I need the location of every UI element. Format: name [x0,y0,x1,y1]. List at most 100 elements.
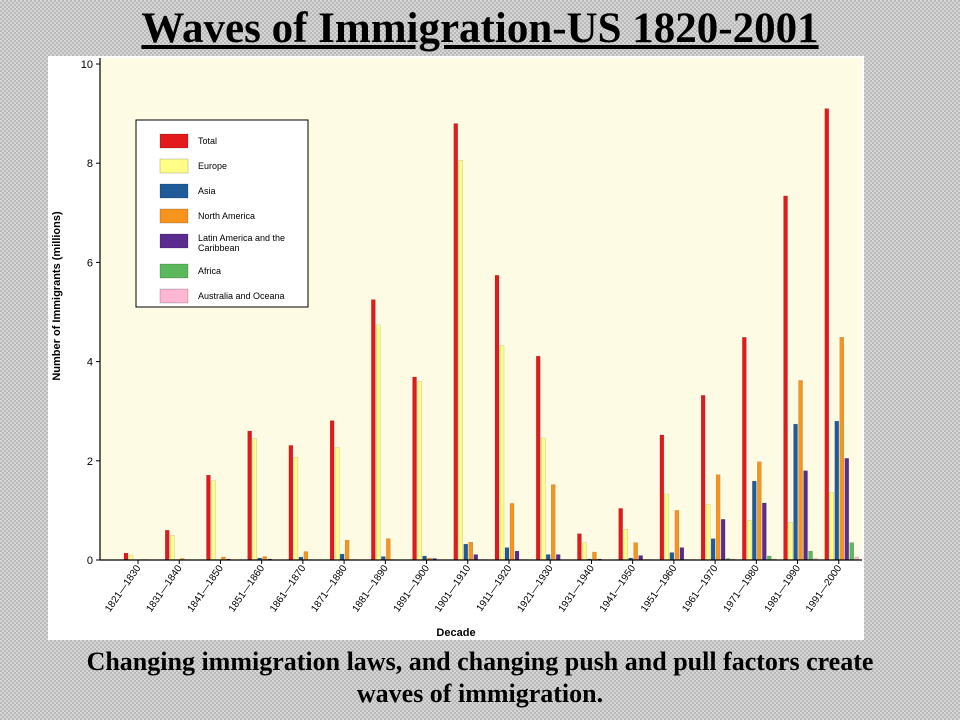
legend-label: Total [198,136,217,146]
y-tick-label: 6 [87,257,93,269]
bar-europe-12 [582,542,587,561]
slide-title: Waves of Immigration-US 1820-2001 [141,5,819,52]
bar-europe-4 [252,438,257,561]
x-tick-label: 1881—1890 [351,563,392,614]
x-tick-label: 1931—1940 [557,563,598,614]
x-tick-label: 1841—1850 [186,563,227,614]
bar-latin-america-and-the-caribbean-17 [803,470,808,561]
legend-swatch [159,233,189,249]
bar-europe-7 [376,324,381,561]
x-tick-label: 1871—1880 [309,563,350,614]
bars-layer [123,108,859,561]
bar-latin-america-and-the-caribbean-10 [514,550,520,561]
y-axis-label: Number of Immigrants (millions) [51,211,63,381]
bar-asia-15 [710,538,716,561]
y-tick-label: 2 [87,456,93,468]
bar-latin-america-and-the-caribbean-11 [556,554,561,561]
legend-label: Africa [198,266,221,276]
bar-latin-america-and-the-caribbean-18 [844,458,849,561]
bar-europe-16 [747,520,752,561]
bar-north-america-13 [633,542,638,561]
bar-asia-18 [834,420,839,561]
bar-total-2 [165,530,170,561]
x-tick-label: 1851—1860 [227,563,268,614]
legend-swatch [159,183,189,199]
legend-label: Australia and Oceana [198,291,285,301]
slide-caption: Changing immigration laws, and changing … [86,647,874,708]
bar-total-6 [329,420,335,561]
bar-north-america-12 [592,551,597,561]
bar-asia-11 [546,554,551,561]
bar-total-9 [453,123,458,561]
legend-swatch [159,208,189,224]
bar-europe-15 [705,504,711,561]
bar-north-america-5 [303,551,309,561]
bar-north-america-11 [551,484,556,561]
bar-north-america-7 [386,538,391,561]
bar-north-america-16 [757,461,762,561]
bar-north-america-17 [798,380,803,561]
bar-europe-9 [458,160,463,561]
bar-latin-america-and-the-caribbean-16 [762,502,767,561]
bar-europe-17 [788,522,793,561]
legend-label: Latin America and the [198,233,285,243]
bar-latin-america-and-the-caribbean-15 [720,519,726,561]
y-tick-label: 4 [87,357,93,369]
legend-label: North America [198,211,255,221]
legend-swatch [159,263,189,279]
bar-north-america-9 [468,541,473,561]
x-tick-label: 1821—1830 [103,563,144,614]
bar-latin-america-and-the-caribbean-14 [679,547,685,561]
x-tick-label: 1961—1970 [680,563,721,614]
bar-total-17 [783,195,788,561]
bar-total-13 [618,508,623,561]
legend-swatch [159,158,189,174]
x-tick-label: 1911—1920 [475,563,515,614]
legend-label: Europe [198,161,227,171]
bar-north-america-10 [509,503,515,561]
bar-north-america-14 [674,510,680,561]
bar-asia-10 [504,547,510,561]
x-tick-label: 1901—1910 [433,563,474,614]
x-tick-label: 1971—1980 [722,563,763,614]
bar-north-america-18 [839,337,844,561]
bar-asia-17 [793,423,798,561]
legend-label: Caribbean [198,243,240,253]
bar-africa-18 [849,542,854,561]
bar-total-5 [288,445,294,561]
bar-europe-1 [128,554,134,561]
bar-europe-14 [664,493,670,561]
bar-latin-america-and-the-caribbean-9 [473,554,478,561]
x-tick-label: 1941—1950 [598,563,639,614]
bar-europe-5 [293,457,299,561]
bar-total-18 [824,108,829,561]
bar-total-15 [700,395,706,561]
bar-europe-18 [829,492,834,561]
bar-total-1 [123,552,129,561]
bar-north-america-6 [344,539,350,561]
bar-chart: 0 2 4 6 8 10 1821—1830 1831—1840 1841—1850 1851—1… [51,58,862,639]
bar-north-america-15 [715,474,721,561]
bar-total-14 [659,434,665,561]
bar-asia-9 [463,543,468,561]
y-tick-label: 10 [81,59,93,71]
bar-asia-6 [339,553,345,561]
x-tick-label: 1861—1870 [268,563,309,614]
legend-swatch [159,133,189,149]
bar-europe-2 [170,535,175,561]
bar-europe-8 [417,381,422,561]
y-tick-label: 8 [87,158,93,170]
y-tick-label: 0 [87,555,93,567]
legend-swatch [159,288,189,304]
bar-asia-14 [669,552,675,561]
bar-europe-3 [211,480,216,561]
x-axis-label: Decade [436,627,475,639]
x-tick-label: 1921—1930 [515,563,556,614]
legend: Total Europe Asia North America Latin Americ… [135,119,309,308]
x-tick-label: 1951—1960 [639,563,680,614]
bar-europe-10 [499,345,505,561]
bar-europe-6 [334,447,340,561]
bar-total-8 [412,376,417,561]
chart-panel: 0 2 4 6 8 10 1821—1830 1831—1840 1841—1850 1851—1… [48,56,864,640]
bar-total-10 [494,275,500,561]
